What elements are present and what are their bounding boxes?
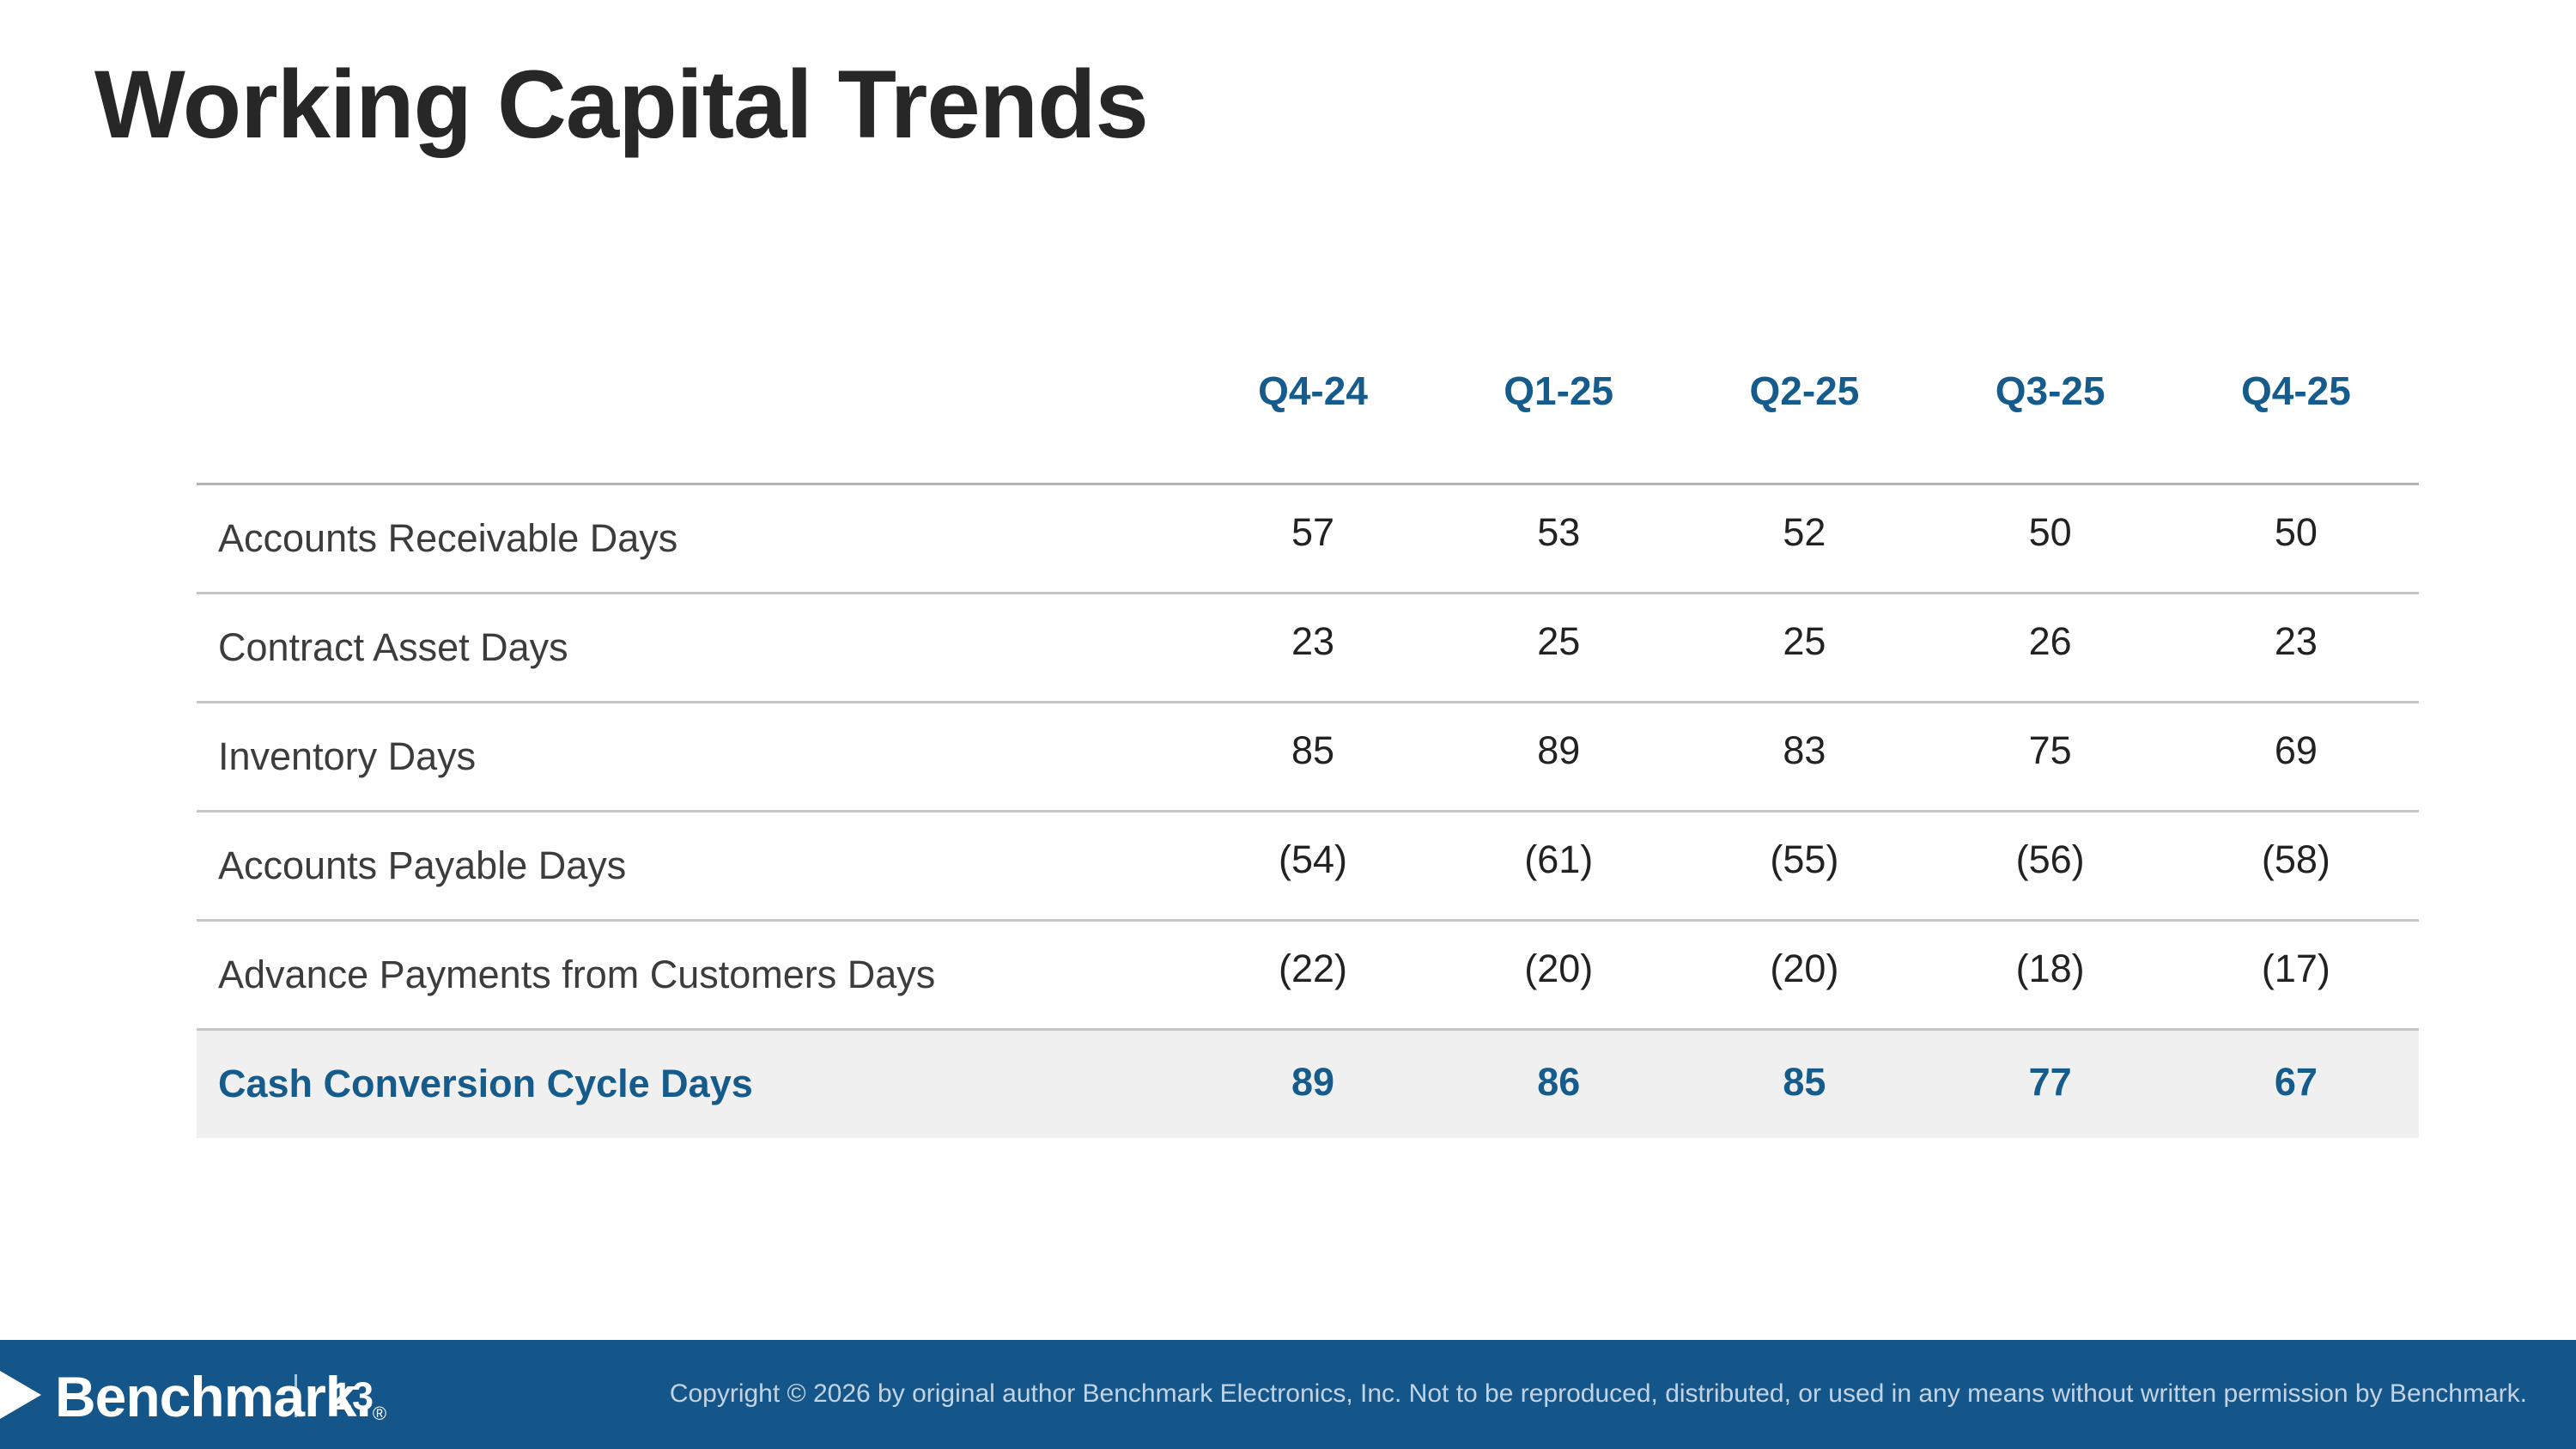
cell-value: (56) [1927, 811, 2173, 922]
copyright-text: Copyright © 2026 by original author Benc… [669, 1379, 2527, 1408]
cell-value: 67 [2172, 1029, 2419, 1138]
cell-value: 50 [1927, 484, 2173, 594]
column-header-q3-25: Q3-25 [1927, 361, 2173, 485]
cell-value: (22) [1189, 920, 1437, 1031]
column-header-q2-25: Q2-25 [1681, 361, 1928, 485]
page-number: 13 [331, 1374, 374, 1418]
cell-value: 53 [1436, 484, 1682, 594]
cell-value: (17) [2172, 920, 2419, 1031]
table-row-cash-conversion-cycle: Cash Conversion Cycle Days 89 86 85 77 6… [197, 1029, 2419, 1138]
table-row-accounts-receivable: Accounts Receivable Days 57 53 52 50 50 [197, 484, 2419, 594]
table-header-row: Q4-24 Q1-25 Q2-25 Q3-25 Q4-25 [197, 361, 2419, 485]
footer-bar: Benchmark.® 13 Copyright © 2026 by origi… [0, 1340, 2576, 1449]
logo-period: . [355, 1365, 372, 1428]
cell-value: (20) [1681, 920, 1928, 1031]
cell-value: 50 [2172, 484, 2419, 594]
cell-value: 23 [2172, 593, 2419, 703]
benchmark-logo-text: Benchmark [55, 1365, 356, 1428]
table-row-advance-payments: Advance Payments from Customers Days (22… [197, 920, 2419, 1031]
working-capital-table: Q4-24 Q1-25 Q2-25 Q3-25 Q4-25 Accounts R… [197, 361, 2419, 1138]
table-row-accounts-payable: Accounts Payable Days (54) (61) (55) (56… [197, 811, 2419, 922]
cell-value: 23 [1189, 593, 1437, 703]
cell-value: 89 [1189, 1029, 1437, 1138]
cell-value: 57 [1189, 484, 1437, 594]
column-header-q1-25: Q1-25 [1436, 361, 1682, 485]
cell-value: (54) [1189, 811, 1437, 922]
cell-value: 77 [1927, 1029, 2173, 1138]
cell-value: 83 [1681, 702, 1928, 813]
row-label: Contract Asset Days [197, 593, 1190, 703]
benchmark-logo: Benchmark.® [55, 1364, 386, 1429]
cell-value: 86 [1436, 1029, 1682, 1138]
column-header-q4-24: Q4-24 [1189, 361, 1437, 485]
cell-value: (18) [1927, 920, 2173, 1031]
cell-value: 89 [1436, 702, 1682, 813]
cell-value: 26 [1927, 593, 2173, 703]
footer-divider [295, 1374, 297, 1417]
table-row-inventory: Inventory Days 85 89 83 75 69 [197, 702, 2419, 813]
header-spacer [197, 361, 1190, 485]
cell-value: 25 [1436, 593, 1682, 703]
row-label: Advance Payments from Customers Days [197, 920, 1190, 1031]
benchmark-chevron-icon [0, 1371, 41, 1419]
cell-value: (55) [1681, 811, 1928, 922]
row-label: Accounts Receivable Days [197, 484, 1190, 594]
cell-value: 85 [1189, 702, 1437, 813]
row-label: Accounts Payable Days [197, 811, 1190, 922]
cell-value: 69 [2172, 702, 2419, 813]
page-title: Working Capital Trends [94, 51, 1149, 158]
cell-value: (20) [1436, 920, 1682, 1031]
cell-value: (61) [1436, 811, 1682, 922]
cell-value: 25 [1681, 593, 1928, 703]
registered-mark: ® [372, 1403, 386, 1424]
cell-value: 85 [1681, 1029, 1928, 1138]
row-label: Inventory Days [197, 702, 1190, 813]
cell-value: (58) [2172, 811, 2419, 922]
column-header-q4-25: Q4-25 [2172, 361, 2419, 485]
cell-value: 52 [1681, 484, 1928, 594]
table-row-contract-asset: Contract Asset Days 23 25 25 26 23 [197, 593, 2419, 703]
cell-value: 75 [1927, 702, 2173, 813]
row-label: Cash Conversion Cycle Days [197, 1029, 1190, 1138]
